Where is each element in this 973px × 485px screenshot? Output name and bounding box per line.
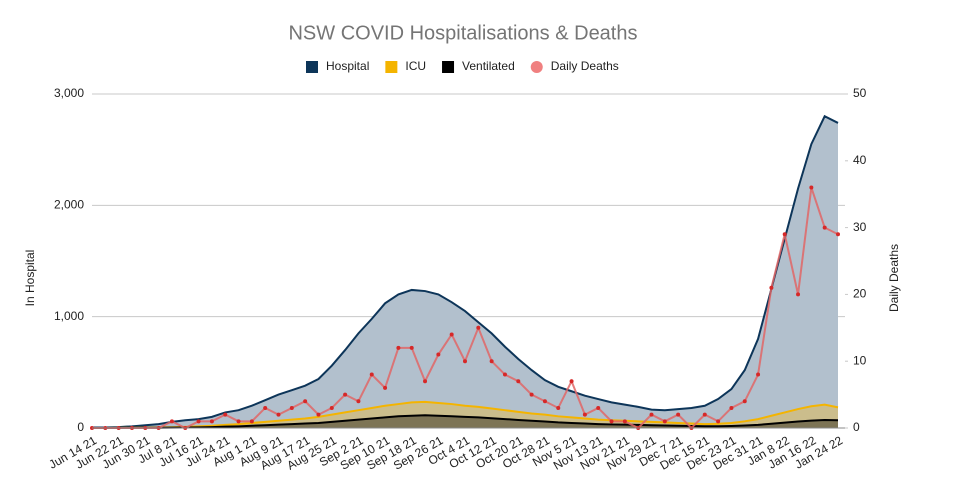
point [702, 412, 707, 417]
legend-label: ICU [405, 59, 426, 73]
point [836, 232, 840, 237]
point [169, 419, 174, 424]
point [476, 325, 481, 330]
point [289, 405, 294, 410]
point [249, 419, 254, 424]
point [556, 405, 561, 410]
y-axis-label: In Hospital [23, 250, 37, 307]
point [343, 392, 348, 397]
point [729, 405, 734, 410]
point [502, 372, 507, 377]
point [489, 359, 494, 364]
point [449, 332, 454, 337]
y2-tick-label: 50 [853, 86, 867, 100]
line [92, 114, 839, 429]
point [569, 379, 574, 384]
point [263, 405, 268, 410]
line [92, 400, 839, 429]
point [396, 345, 401, 350]
point [383, 385, 388, 390]
point [303, 399, 308, 404]
point [622, 419, 627, 424]
point [529, 392, 534, 397]
point [756, 372, 761, 377]
point [329, 405, 334, 410]
point [769, 285, 774, 290]
point [582, 412, 587, 417]
legend-label: Daily Deaths [551, 59, 619, 73]
point [423, 379, 428, 384]
point [276, 412, 281, 417]
point [316, 412, 321, 417]
line [92, 414, 839, 429]
legend-swatch [442, 61, 455, 73]
point [542, 399, 547, 404]
y-tick-label: 2,000 [54, 198, 84, 212]
point [782, 232, 787, 237]
y-tick-label: 1,000 [54, 309, 84, 323]
area [92, 116, 838, 429]
y2-tick-label: 10 [853, 353, 867, 367]
y-tick-label: 3,000 [54, 86, 84, 100]
legend-swatch [306, 61, 318, 73]
point [463, 359, 467, 364]
point [809, 185, 814, 190]
y2-tick-label: 40 [853, 153, 867, 167]
y2-tick-label: 20 [853, 287, 867, 301]
point [516, 379, 521, 384]
y2-axis-label: Daily Deaths [887, 244, 901, 312]
point [649, 412, 654, 417]
point [796, 292, 801, 297]
chart-title: NSW COVID Hospitalisations & Deaths [288, 22, 637, 44]
legend-label: Hospital [326, 59, 369, 73]
y2-tick-label: 30 [853, 220, 867, 234]
legend-label: Ventilated [462, 59, 515, 73]
point [209, 419, 214, 424]
y2-tick-label: 0 [853, 420, 860, 434]
point [716, 419, 721, 424]
point [409, 345, 414, 350]
point [196, 419, 201, 424]
legend-swatch [530, 61, 543, 73]
point [356, 399, 361, 404]
point [676, 412, 681, 417]
point [822, 225, 827, 230]
y-tick-label: 0 [77, 420, 84, 434]
point [223, 412, 228, 417]
point [609, 419, 614, 424]
point [742, 399, 747, 404]
point [236, 419, 241, 424]
legend-swatch [385, 61, 398, 73]
point [662, 419, 667, 424]
point [369, 372, 374, 377]
point [596, 405, 601, 410]
point [436, 352, 441, 357]
